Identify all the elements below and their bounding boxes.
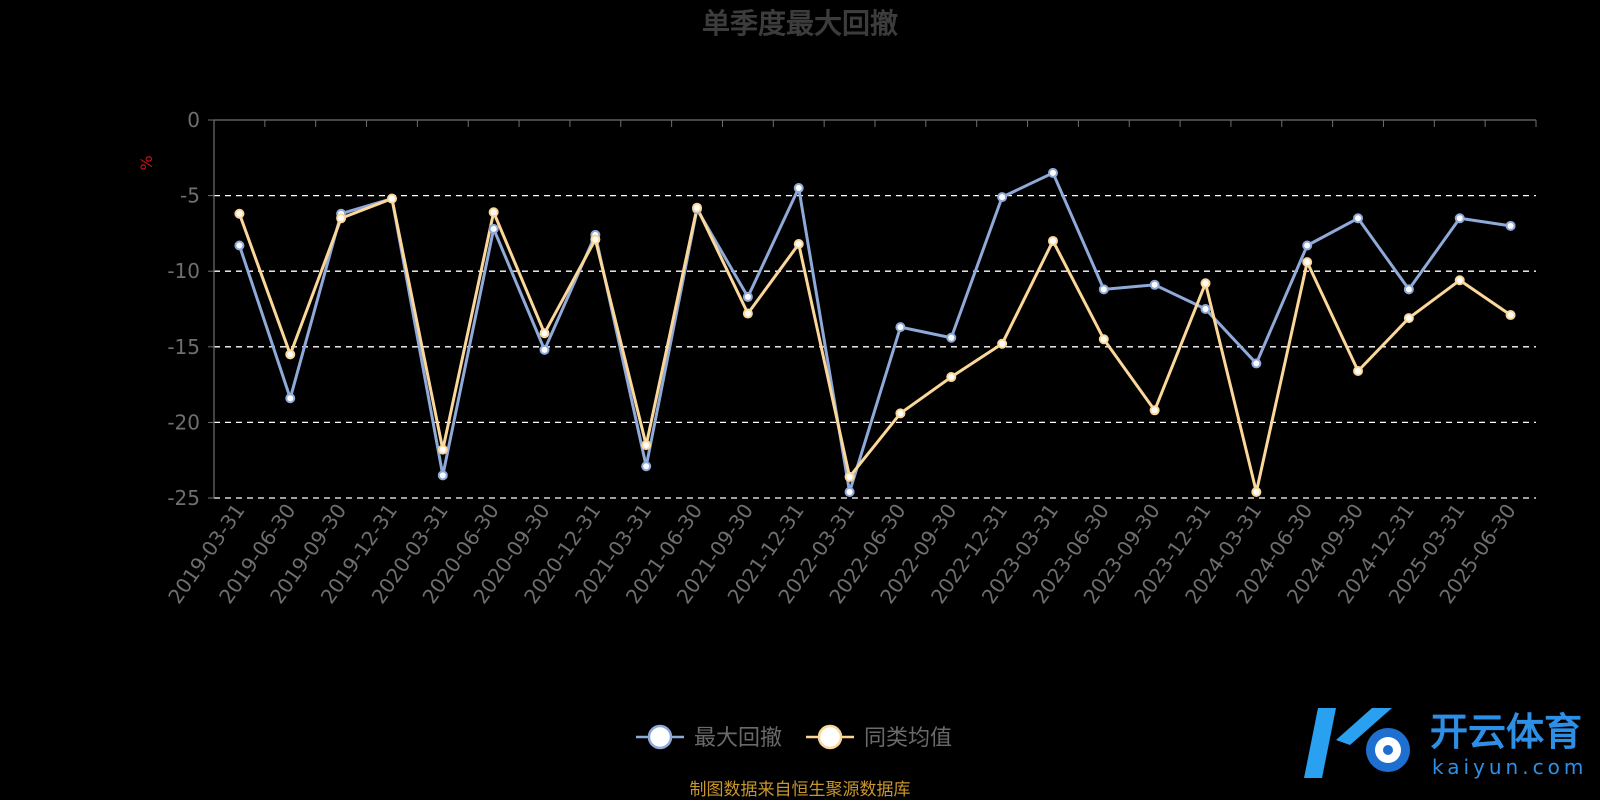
data-point[interactable] <box>793 183 804 194</box>
series-layer <box>234 167 1516 497</box>
data-point[interactable] <box>1098 284 1109 295</box>
data-point[interactable] <box>946 332 957 343</box>
data-point[interactable] <box>590 234 601 245</box>
series-line <box>238 197 1512 494</box>
data-point[interactable] <box>641 440 652 451</box>
y-axis-ticks: 0 -5 -10 -15 -20 -25 <box>167 108 214 510</box>
legend-item[interactable]: 最大回撤 <box>636 724 782 751</box>
y-axis-unit: % <box>137 155 156 170</box>
data-point[interactable] <box>336 213 347 224</box>
data-point[interactable] <box>844 471 855 482</box>
legend[interactable]: 最大回撤 同类均值 <box>636 724 952 751</box>
data-point[interactable] <box>1047 167 1058 178</box>
data-point[interactable] <box>234 208 245 219</box>
data-point[interactable] <box>1251 358 1262 369</box>
legend-marker <box>647 724 673 750</box>
data-point[interactable] <box>1353 365 1364 376</box>
data-point[interactable] <box>1200 304 1211 314</box>
series-line <box>237 171 1511 494</box>
data-point[interactable] <box>1251 486 1262 497</box>
y-tick-label: -25 <box>167 486 200 510</box>
data-point[interactable] <box>234 240 245 251</box>
data-point[interactable] <box>285 349 296 360</box>
data-point[interactable] <box>641 461 652 472</box>
kaiyun-ball-icon <box>1304 708 1410 778</box>
data-point[interactable] <box>1149 279 1160 290</box>
legend-marker <box>817 724 843 750</box>
data-point[interactable] <box>742 291 753 302</box>
data-point[interactable] <box>1454 275 1465 286</box>
data-point[interactable] <box>1403 284 1414 295</box>
data-point[interactable] <box>946 372 957 383</box>
data-point[interactable] <box>1505 310 1516 321</box>
y-tick-label: -5 <box>180 184 200 208</box>
data-point[interactable] <box>1302 257 1313 268</box>
source-note: 制图数据来自恒生聚源数据库 <box>690 780 911 800</box>
watermark-logo: 开云体育 kaiyun.com <box>1304 708 1587 779</box>
data-point[interactable] <box>285 393 296 404</box>
legend-item[interactable]: 同类均值 <box>806 724 952 751</box>
data-point[interactable] <box>1098 334 1109 345</box>
grid-lines <box>214 194 1536 499</box>
data-point[interactable] <box>1047 235 1058 246</box>
data-point[interactable] <box>844 486 855 497</box>
data-point[interactable] <box>1403 313 1414 324</box>
data-point[interactable] <box>488 207 499 218</box>
data-point[interactable] <box>1353 213 1364 224</box>
data-point[interactable] <box>1302 240 1313 251</box>
data-point[interactable] <box>1149 405 1160 416</box>
data-point[interactable] <box>742 308 753 319</box>
chart-title: 单季度最大回撤 <box>702 7 898 40</box>
y-tick-label: -10 <box>167 259 200 283</box>
data-point[interactable] <box>437 470 448 481</box>
y-tick-label: -15 <box>167 335 200 359</box>
watermark-en: kaiyun.com <box>1432 755 1587 779</box>
data-point[interactable] <box>997 192 1008 203</box>
data-point[interactable] <box>539 344 550 355</box>
data-point[interactable] <box>692 202 703 213</box>
legend-label: 同类均值 <box>864 726 952 751</box>
watermark-cn: 开云体育 <box>1430 710 1582 754</box>
data-point[interactable] <box>895 322 906 333</box>
data-point[interactable] <box>539 328 550 339</box>
y-tick-label: 0 <box>187 108 200 132</box>
x-axis: 2019-03-312019-06-302019-09-302019-12-31… <box>163 119 1537 608</box>
data-point[interactable] <box>793 238 804 249</box>
data-point[interactable] <box>488 223 499 234</box>
data-point[interactable] <box>437 444 448 455</box>
data-point[interactable] <box>895 408 906 419</box>
legend-label: 最大回撤 <box>694 726 782 751</box>
data-point[interactable] <box>1200 278 1211 289</box>
y-tick-label: -20 <box>167 410 200 434</box>
data-point[interactable] <box>1454 213 1465 224</box>
data-point[interactable] <box>997 338 1008 349</box>
data-point[interactable] <box>1505 220 1516 231</box>
data-point[interactable] <box>386 193 397 204</box>
